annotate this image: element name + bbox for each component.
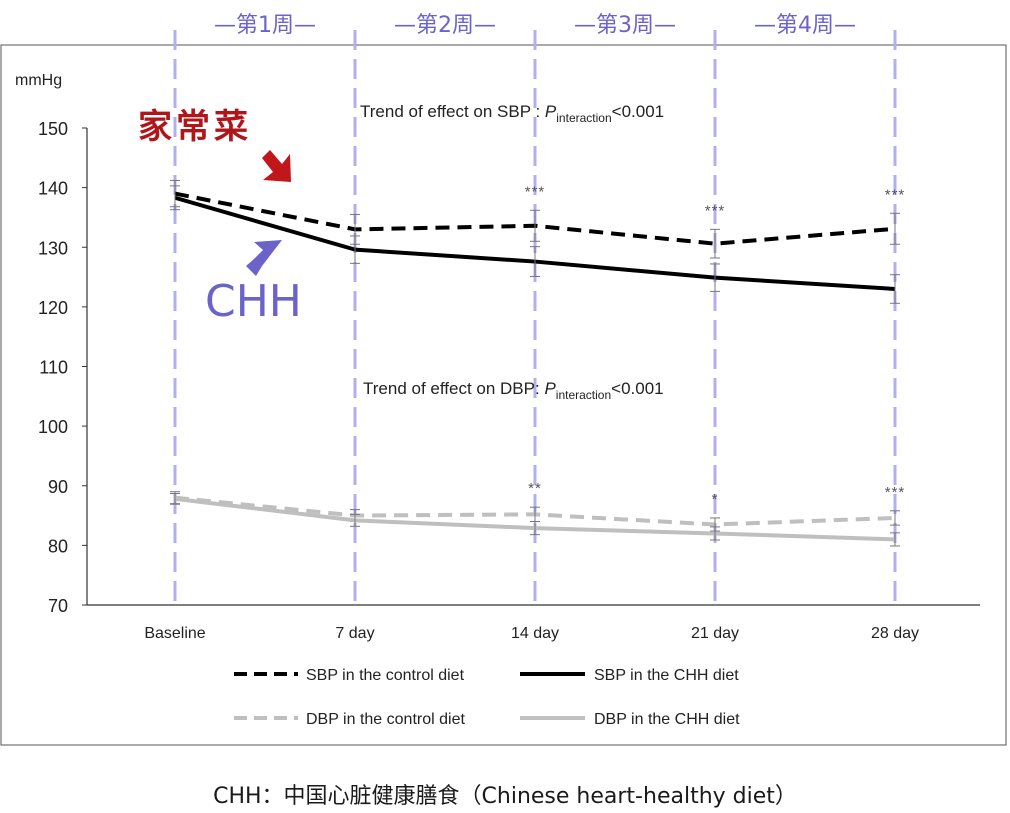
y-tick-label: 130	[38, 238, 68, 258]
y-tick-label: 140	[38, 179, 68, 199]
week-label: —第1周—	[214, 13, 316, 38]
y-tick-label: 90	[48, 477, 68, 497]
y-tick-label: 150	[38, 119, 68, 139]
x-tick-label: 14 day	[511, 625, 559, 642]
y-axis-label: mmHg	[15, 72, 62, 89]
significance-mark: ***	[705, 202, 726, 219]
chh-arrow-icon	[246, 240, 282, 276]
control-diet-label: 家常菜	[138, 107, 252, 147]
legend-label: DBP in the control diet	[306, 711, 465, 728]
x-tick-label: 7 day	[335, 625, 374, 642]
x-tick-label: 21 day	[691, 625, 739, 642]
week-label: —第4周—	[754, 13, 856, 38]
control-arrow-icon	[262, 150, 291, 182]
legend-label: SBP in the control diet	[306, 667, 465, 684]
chh-diet-label: CHH	[205, 276, 302, 327]
significance-mark: ***	[525, 183, 546, 200]
y-tick-label: 70	[48, 596, 68, 616]
significance-mark: ***	[885, 186, 906, 203]
legend-label: DBP in the CHH diet	[594, 711, 740, 728]
x-tick-label: Baseline	[144, 625, 205, 642]
y-tick-label: 100	[38, 417, 68, 437]
week-label: —第2周—	[394, 13, 496, 38]
legend-label: SBP in the CHH diet	[594, 667, 739, 684]
y-tick-label: 110	[39, 358, 68, 378]
y-tick-label: 80	[48, 536, 68, 556]
significance-mark: ***	[885, 484, 906, 501]
y-tick-label: 120	[38, 298, 68, 318]
chart-frame	[0, 44, 1007, 746]
caption: CHH：中国心脏健康膳食（Chinese heart-healthy diet）	[213, 784, 797, 809]
sbp-trend-annotation: Trend of effect on SBP : Pinteraction<0.…	[360, 102, 664, 125]
x-tick-label: 28 day	[871, 625, 919, 642]
week-label: —第3周—	[574, 13, 676, 38]
dbp-trend-annotation: Trend of effect on DBP: Pinteraction<0.0…	[363, 379, 664, 402]
significance-mark: **	[528, 480, 542, 497]
significance-mark: *	[712, 491, 719, 508]
